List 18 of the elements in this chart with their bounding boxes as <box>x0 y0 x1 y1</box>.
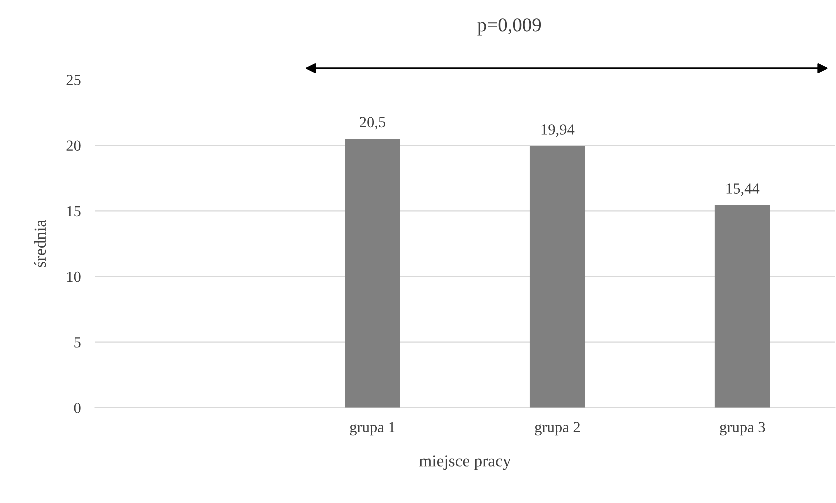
y-tick-label: 25 <box>66 75 81 86</box>
x-tick-label: grupa 2 <box>535 422 580 436</box>
y-tick-label: 15 <box>67 206 81 217</box>
bar <box>530 146 586 408</box>
data-label: 15,44 <box>726 184 760 196</box>
x-tick-label: grupa 1 <box>350 422 395 436</box>
data-label: 19,94 <box>542 124 575 138</box>
x-axis-title: miejsce pracy <box>420 456 512 470</box>
y-tick-label: 10 <box>67 272 81 282</box>
bar <box>714 205 770 408</box>
bar <box>345 139 400 408</box>
y-tick-label: 0 <box>74 403 81 414</box>
y-tick-label: 20 <box>66 140 81 152</box>
x-tick-label: grupa 3 <box>720 422 766 436</box>
y-tick-label: 5 <box>74 338 81 348</box>
text: p=0,009 <box>478 18 542 36</box>
y-axis-title: średnia <box>34 220 46 268</box>
data-label: 20,5 <box>360 117 386 130</box>
